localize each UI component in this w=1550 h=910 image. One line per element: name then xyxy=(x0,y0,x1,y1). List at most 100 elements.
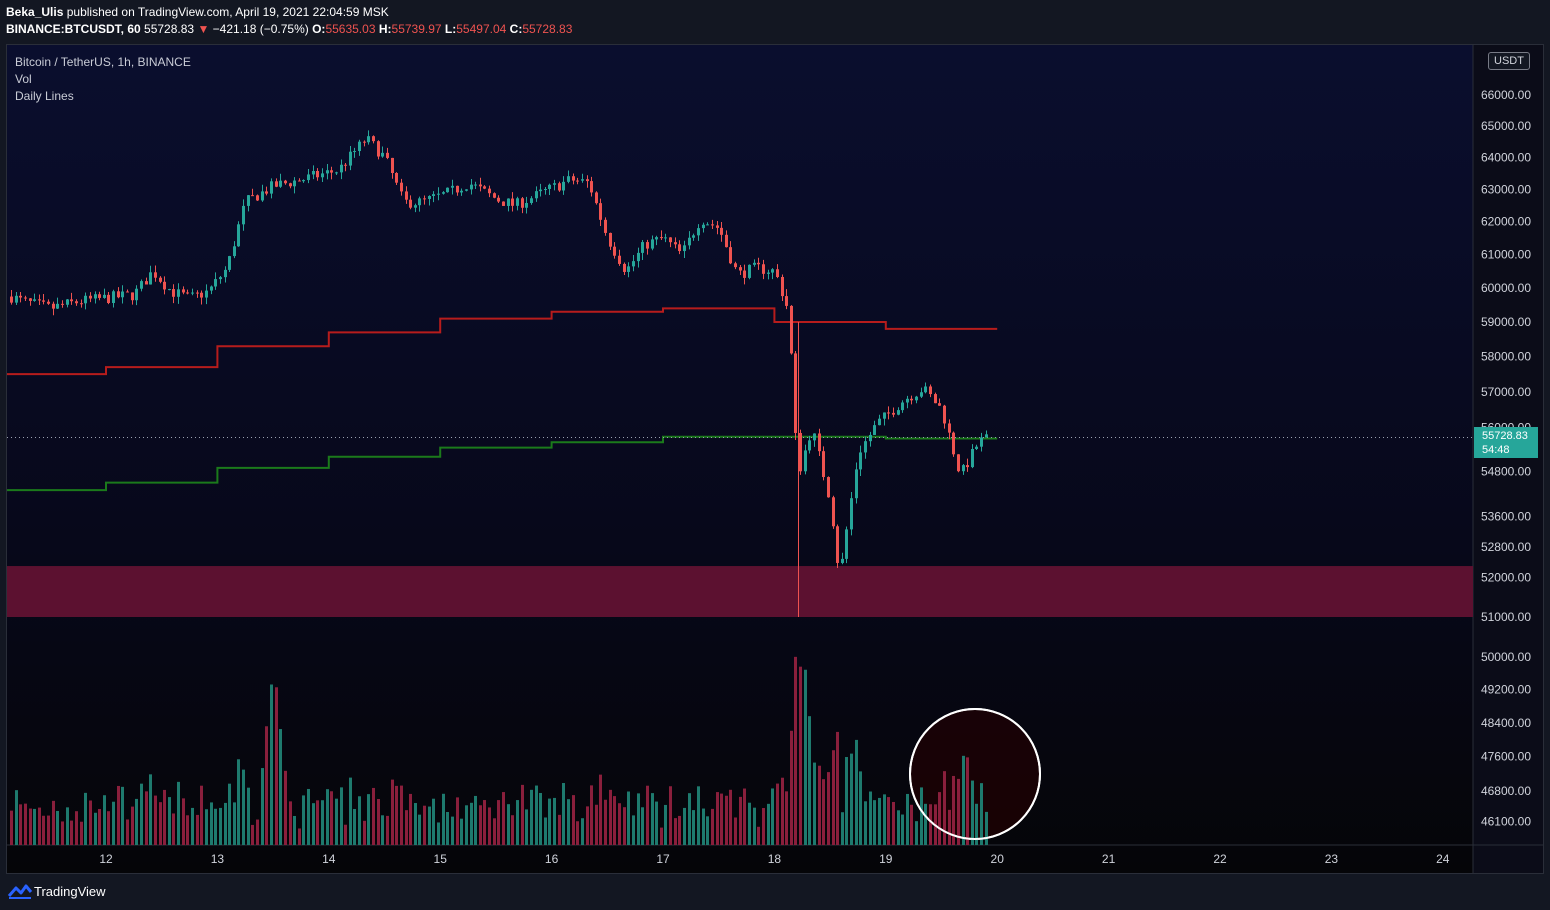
time-axis-tick: 23 xyxy=(1325,852,1339,866)
volume-bar xyxy=(781,777,784,845)
candle-body xyxy=(855,469,858,499)
volume-bar xyxy=(177,781,180,845)
price-chart-svg[interactable]: 66000.00 65000.00 64000.00 63000.00 62000.00… xyxy=(7,45,1544,874)
candle-body xyxy=(94,294,97,299)
volume-bar xyxy=(47,815,50,845)
candle-body xyxy=(182,289,185,293)
candle-body xyxy=(641,242,644,253)
volume-bar xyxy=(456,797,459,845)
volume-bar xyxy=(414,803,417,845)
volume-bar xyxy=(711,808,714,845)
candle-body xyxy=(493,193,496,198)
candle-body xyxy=(975,446,978,449)
candle-body xyxy=(767,272,770,274)
volume-bar xyxy=(335,798,338,845)
candle-body xyxy=(446,187,449,193)
volume-bar xyxy=(66,807,69,845)
candle-body xyxy=(669,237,672,243)
footer-bar xyxy=(0,874,1550,910)
down-arrow-icon: ▼ xyxy=(197,22,210,36)
volume-bar xyxy=(112,801,115,845)
candle-body xyxy=(321,173,324,178)
price-axis-tick: 52800.00 xyxy=(1481,540,1531,554)
price-tag-countdown: 54:48 xyxy=(1482,444,1510,456)
candle-body xyxy=(10,296,13,303)
volume-bar xyxy=(293,815,296,845)
candle-body xyxy=(901,402,904,411)
volume-bar xyxy=(562,783,565,845)
candle-body xyxy=(729,247,732,264)
candle-body xyxy=(966,465,969,468)
volume-bar xyxy=(859,771,862,845)
candle-body xyxy=(934,394,937,404)
volume-bar xyxy=(247,787,250,845)
volume-bar xyxy=(558,814,561,845)
volume-bar xyxy=(924,803,927,845)
price-axis-tick: 47600.00 xyxy=(1481,750,1531,764)
volume-bar xyxy=(163,789,166,845)
legend-vol[interactable]: Vol xyxy=(15,72,32,86)
volume-bar xyxy=(813,762,816,845)
low-label: L: xyxy=(444,22,457,36)
candle-body xyxy=(247,195,250,206)
volume-bar xyxy=(651,793,654,845)
volume-bar xyxy=(154,795,157,845)
price-axis-tick: 58000.00 xyxy=(1481,350,1531,364)
volume-bar xyxy=(284,770,287,845)
high-label: H: xyxy=(378,22,392,36)
candle-body xyxy=(743,270,746,278)
candle-body xyxy=(47,301,50,304)
volume-bar xyxy=(330,791,333,845)
author-name[interactable]: Beka_Ulis xyxy=(6,5,64,19)
volume-bar xyxy=(386,815,389,845)
volume-bar xyxy=(326,789,329,845)
legend-title[interactable]: Bitcoin / TetherUS, 1h, BINANCE xyxy=(15,55,191,69)
volume-bar xyxy=(409,793,412,845)
tradingview-logo-icon[interactable] xyxy=(7,881,33,901)
currency-badge[interactable]: USDT xyxy=(1488,52,1530,70)
volume-bar xyxy=(613,796,616,845)
candle-body xyxy=(52,303,55,309)
candle-body xyxy=(367,136,370,143)
volume-bar xyxy=(948,809,951,845)
price-axis-tick: 59000.00 xyxy=(1481,315,1531,329)
volume-bar xyxy=(720,793,723,845)
candle-body xyxy=(381,152,384,157)
volume-bar xyxy=(975,803,978,845)
volume-bar xyxy=(261,768,264,845)
volume-bar xyxy=(52,800,55,845)
volume-bar xyxy=(873,800,876,845)
candle-body xyxy=(377,141,380,157)
candle-body xyxy=(358,141,361,152)
volume-bar xyxy=(493,818,496,845)
volume-bar xyxy=(822,779,825,845)
volume-bar xyxy=(530,789,533,845)
candle-body xyxy=(822,451,825,478)
candle-body xyxy=(604,219,607,233)
candle-body xyxy=(948,423,951,433)
volume-bar xyxy=(465,805,468,845)
volume-bar xyxy=(632,815,635,845)
legend-indicator[interactable]: Daily Lines xyxy=(15,89,74,103)
price-axis-tick: 63000.00 xyxy=(1481,182,1531,196)
footer-brand[interactable]: TradingView xyxy=(34,884,106,899)
candle-body xyxy=(154,272,157,278)
candle-body xyxy=(363,141,366,143)
volume-bar xyxy=(321,800,324,845)
candle-body xyxy=(739,267,742,271)
time-axis-tick: 19 xyxy=(879,852,893,866)
volume-bar xyxy=(159,802,162,845)
volume-bar xyxy=(340,787,343,845)
candle-body xyxy=(799,432,802,472)
last-price: 55728.83 xyxy=(144,22,195,36)
volume-bar xyxy=(790,730,793,845)
volume-bar xyxy=(117,785,120,845)
volume-bar xyxy=(855,739,858,845)
candle-body xyxy=(56,303,59,309)
candle-body xyxy=(159,277,162,282)
candle-body xyxy=(293,180,296,187)
volume-bar xyxy=(794,656,797,845)
chart-pane[interactable]: 66000.00 65000.00 64000.00 63000.00 62000.00… xyxy=(6,44,1544,874)
volume-bar xyxy=(688,793,691,845)
volume-bar xyxy=(316,800,319,845)
